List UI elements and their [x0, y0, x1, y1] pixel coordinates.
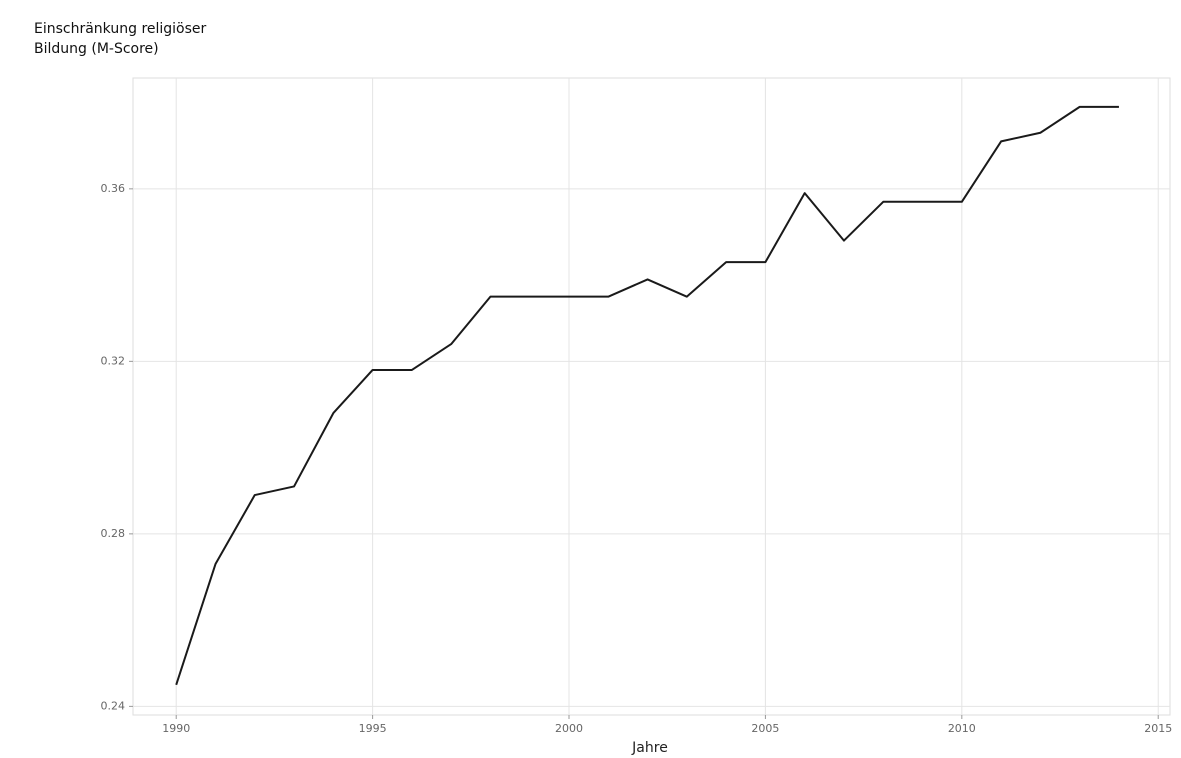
plot-panel	[132, 77, 1171, 716]
y-axis-title: Einschränkung religiöser	[34, 21, 207, 37]
y-tick-label: 0.32	[101, 354, 126, 367]
y-axis-title: Bildung (M-Score)	[34, 41, 159, 57]
y-tick-label: 0.28	[101, 527, 126, 540]
x-tick-label: 2005	[751, 722, 779, 735]
x-axis-title: Jahre	[631, 740, 668, 756]
x-tick-label: 1995	[359, 722, 387, 735]
x-tick-label: 2010	[948, 722, 976, 735]
x-tick-label: 1990	[162, 722, 190, 735]
x-tick-label: 2015	[1144, 722, 1172, 735]
x-tick-label: 2000	[555, 722, 583, 735]
y-tick-label: 0.36	[101, 182, 126, 195]
y-tick-label: 0.24	[101, 699, 126, 712]
data-line	[175, 105, 1119, 686]
